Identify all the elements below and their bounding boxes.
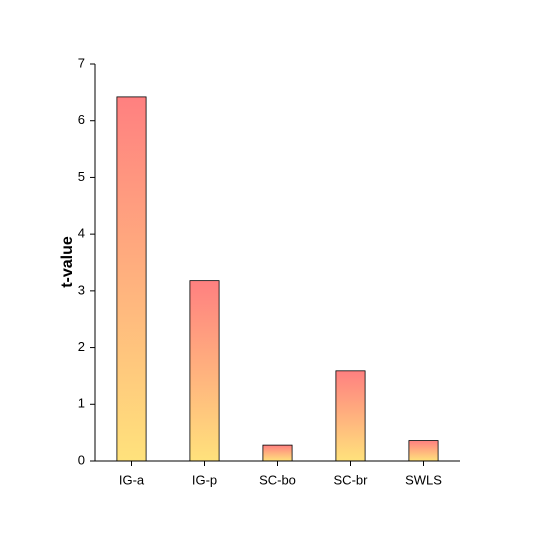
x-tick-label: IG-a [119,472,145,487]
bar [262,444,293,462]
x-tick-label: IG-p [192,472,217,487]
y-tick-label: 3 [78,282,85,297]
y-tick-label: 4 [78,226,85,241]
bar [335,370,366,462]
x-tick-label: SWLS [405,472,442,487]
y-tick-label: 7 [78,55,85,70]
y-tick-label: 6 [78,112,85,127]
bar [408,440,439,462]
y-tick-label: 0 [78,452,85,467]
y-tick-label: 5 [78,169,85,184]
y-tick-label: 2 [78,339,85,354]
x-tick-label: SC-bo [259,472,296,487]
y-tick-label: 1 [78,396,85,411]
y-axis-label: t-value [59,236,76,288]
bar [116,96,147,462]
x-tick-label: SC-br [334,472,369,487]
bar [189,280,220,462]
